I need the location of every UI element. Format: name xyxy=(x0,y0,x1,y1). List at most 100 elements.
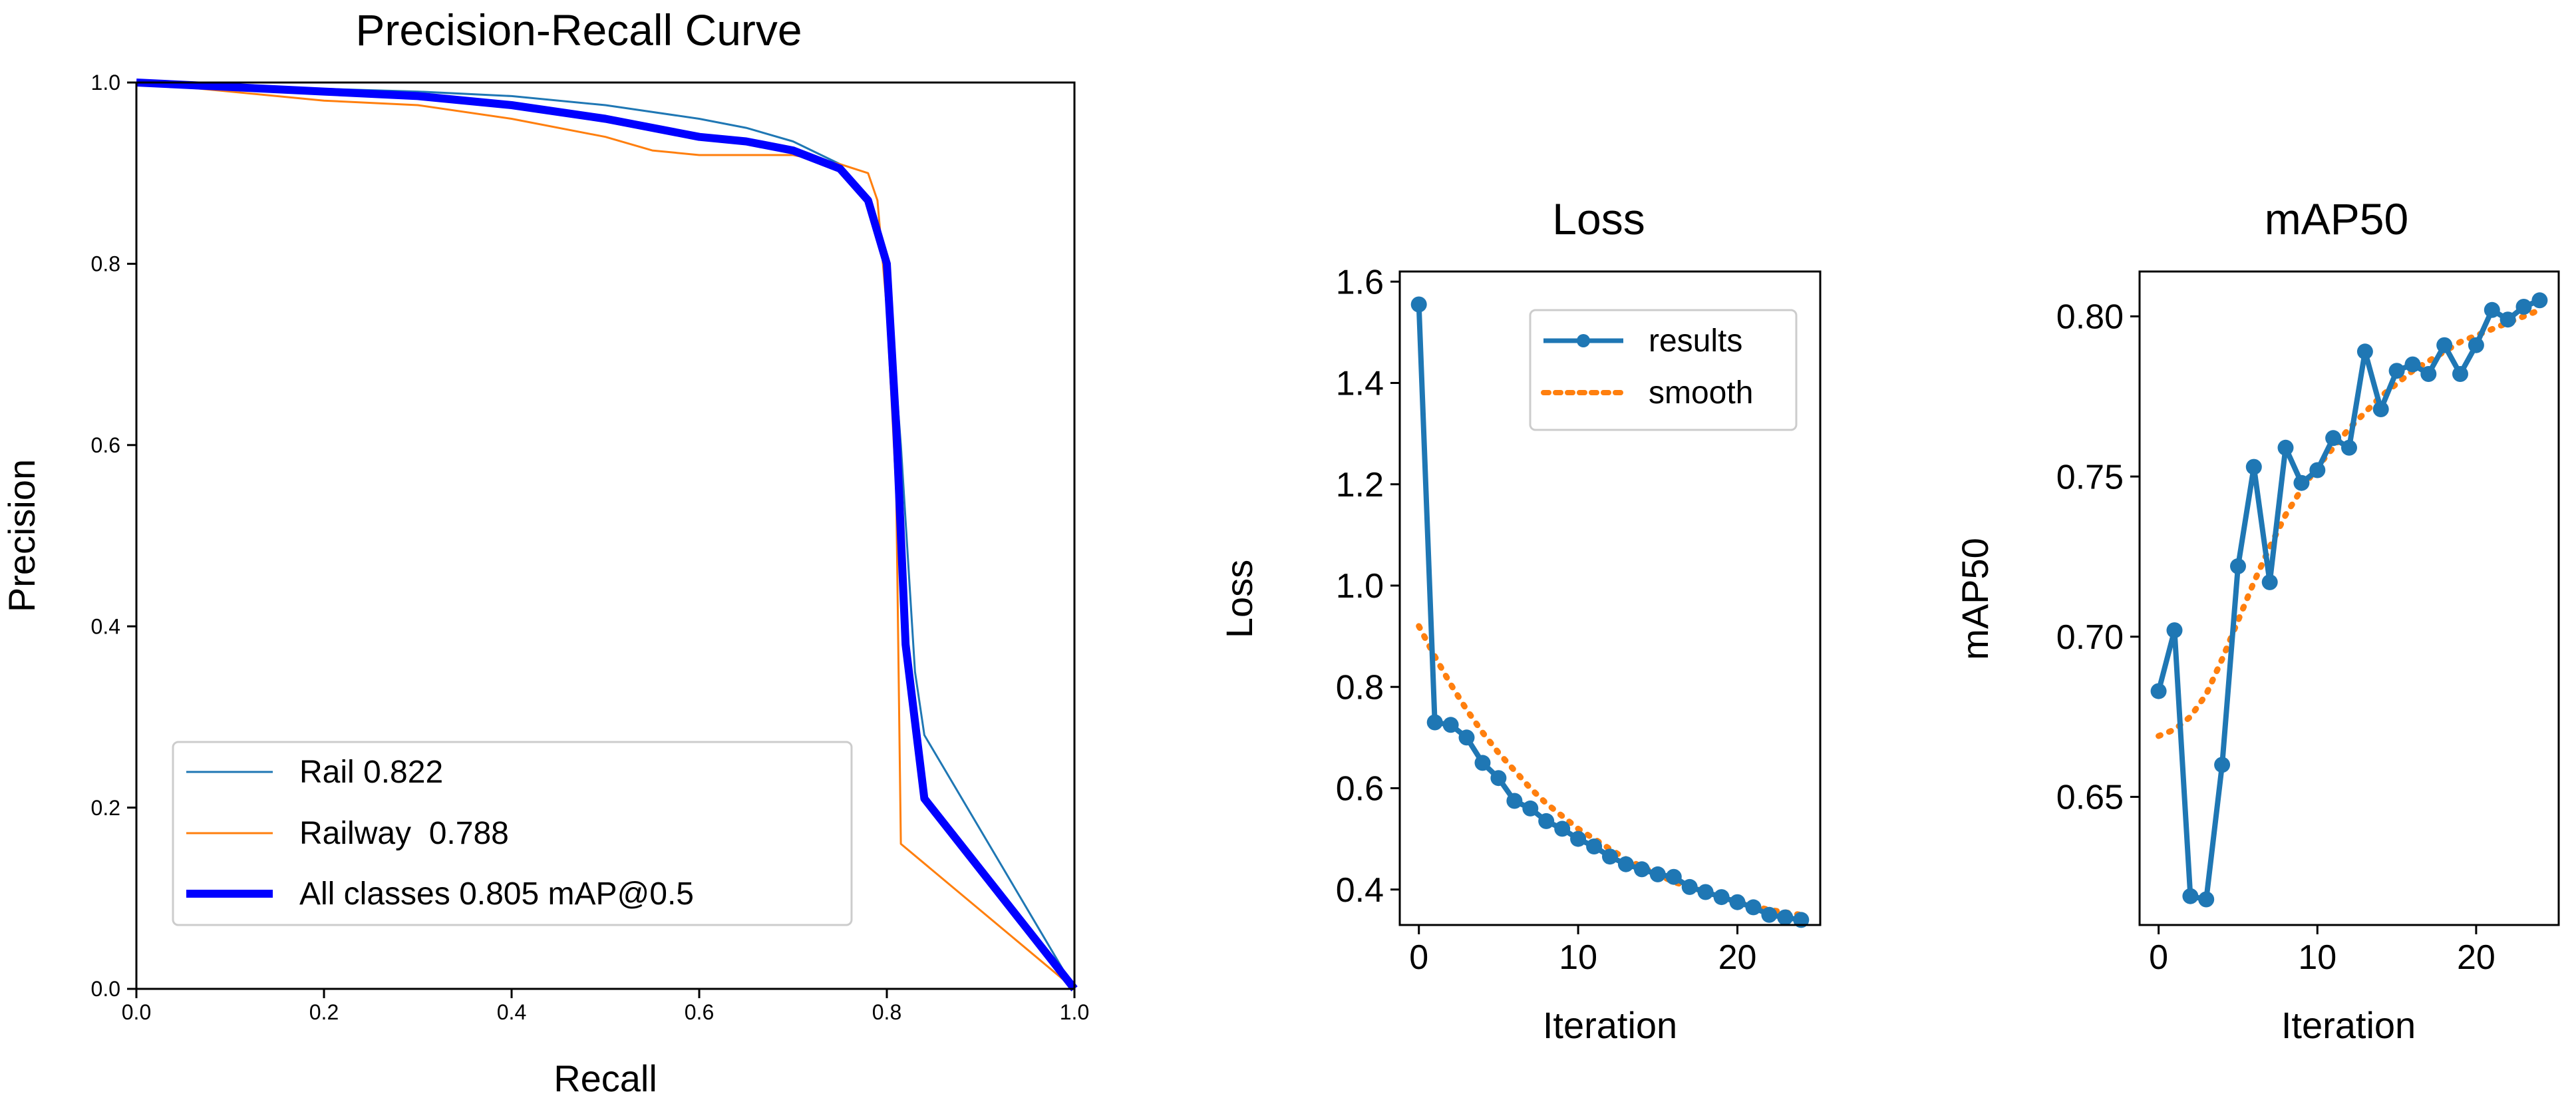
loss-results-point xyxy=(1474,755,1491,771)
loss-y-tick-label: 1.6 xyxy=(1336,263,1384,301)
pr-y-tick-label: 0.2 xyxy=(91,796,120,820)
pr-legend: Rail 0.822 Railway 0.788 All classes 0.8… xyxy=(172,741,853,926)
loss-results-point xyxy=(1777,909,1794,926)
map50-results-point xyxy=(2245,459,2262,475)
pr-y-axis: 0.0 0.2 0.4 0.6 0.8 1.0 xyxy=(91,71,136,1001)
map50-results-point xyxy=(2182,888,2199,904)
loss-y-tick-label: 0.4 xyxy=(1336,871,1384,910)
loss-y-axis: 0.4 0.6 0.8 1.0 1.2 1.4 1.6 xyxy=(1336,263,1400,910)
loss-results-point xyxy=(1665,868,1682,885)
loss-series-smooth xyxy=(1416,623,1804,918)
loss-results-point xyxy=(1426,714,1443,731)
map50-series-results xyxy=(2156,297,2541,902)
pr-x-tick-label: 0.4 xyxy=(497,1000,526,1024)
map50-results-point xyxy=(2452,366,2468,382)
map50-y-axis: 0.65 0.70 0.75 0.80 xyxy=(2056,298,2140,817)
map50-results-point xyxy=(2404,356,2421,373)
pr-y-tick-label: 0.0 xyxy=(91,977,120,1001)
map50-results-point xyxy=(2531,292,2548,309)
loss-y-tick-label: 0.8 xyxy=(1336,668,1384,707)
map50-results-point xyxy=(2515,299,2532,315)
pr-legend-label-all-classes: All classes 0.805 mAP@0.5 xyxy=(299,876,694,912)
loss-x-tick-label: 10 xyxy=(1559,938,1597,977)
pr-x-tick-label: 0.2 xyxy=(309,1000,339,1024)
loss-results-point xyxy=(1442,717,1459,733)
loss-results-point xyxy=(1410,296,1427,313)
loss-legend-label-results: results xyxy=(1649,323,1742,359)
loss-legend-marker-results xyxy=(1577,334,1590,347)
loss-results-point xyxy=(1681,878,1698,895)
map50-results-point xyxy=(2261,574,2278,590)
loss-results-point xyxy=(1761,906,1778,923)
loss-results-point xyxy=(1729,894,1746,910)
pr-chart-title: Precision-Recall Curve xyxy=(355,5,802,55)
map50-results-point xyxy=(2372,401,2389,417)
pr-y-tick-label: 0.8 xyxy=(91,252,120,276)
map50-results-point xyxy=(2341,439,2357,456)
loss-results-point xyxy=(1793,912,1810,928)
pr-x-tick-label: 0.6 xyxy=(685,1000,714,1024)
loss-legend: results smooth xyxy=(1529,309,1798,431)
map50-results-point xyxy=(2150,683,2167,699)
loss-chart-title: Loss xyxy=(1552,194,1645,244)
loss-y-tick-label: 0.6 xyxy=(1336,770,1384,809)
map50-results-point xyxy=(2420,366,2437,382)
loss-results-point xyxy=(1458,729,1475,746)
loss-results-point xyxy=(1538,813,1555,829)
pr-y-tick-label: 0.4 xyxy=(91,614,120,638)
loss-results-point xyxy=(1713,889,1730,906)
loss-x-axis-label: Iteration xyxy=(1543,1004,1677,1046)
loss-series-group xyxy=(1410,296,1810,928)
loss-x-axis: 0 10 20 xyxy=(1409,925,1756,977)
pr-x-axis: 0.0 0.2 0.4 0.6 0.8 1.0 xyxy=(122,989,1089,1024)
loss-results-point xyxy=(1745,899,1762,916)
pr-chart: Precision-Recall Curve 0.0 0.2 0.4 0.6 0.8 1.… xyxy=(1,5,1089,1099)
map50-results-point xyxy=(2468,337,2484,353)
map50-series-group xyxy=(2150,292,2548,908)
loss-x-tick-label: 20 xyxy=(1718,938,1757,977)
map50-results-point xyxy=(2436,337,2453,353)
pr-series-all-classes xyxy=(136,79,1078,992)
loss-results-point xyxy=(1570,830,1587,847)
loss-results-point xyxy=(1649,866,1666,882)
map50-x-tick-label: 0 xyxy=(2149,938,2168,977)
map50-results-point xyxy=(2277,439,2294,456)
map50-x-tick-label: 20 xyxy=(2457,938,2496,977)
loss-y-axis-label: Loss xyxy=(1218,560,1260,638)
pr-y-tick-label: 0.6 xyxy=(91,433,120,457)
loss-results-point xyxy=(1617,856,1634,872)
pr-x-tick-label: 0.8 xyxy=(872,1000,901,1024)
loss-results-point xyxy=(1586,838,1603,854)
map50-results-point xyxy=(2198,891,2215,908)
map50-results-point xyxy=(2499,311,2516,328)
loss-plot-frame xyxy=(1398,270,1822,926)
loss-chart: Loss 0 10 20 0.4 0.6 0.8 1.0 1.2 1.4 1.6 Iterati… xyxy=(1218,194,1822,1046)
map50-chart-title: mAP50 xyxy=(2265,194,2408,244)
loss-results-point xyxy=(1554,821,1571,837)
pr-x-tick-label: 0.0 xyxy=(122,1000,151,1024)
loss-x-tick-label: 0 xyxy=(1409,938,1428,977)
map50-results-point xyxy=(2309,462,2326,478)
pr-x-tick-label: 1.0 xyxy=(1060,1000,1089,1024)
map50-series-smooth xyxy=(2156,307,2543,739)
loss-results-point xyxy=(1602,848,1618,865)
map50-y-tick-label: 0.80 xyxy=(2056,298,2124,337)
map50-y-tick-label: 0.65 xyxy=(2056,779,2124,817)
pr-plot-frame xyxy=(135,81,1076,990)
map50-plot-frame xyxy=(2138,270,2560,926)
map50-x-tick-label: 10 xyxy=(2298,938,2336,977)
map50-results-point xyxy=(2166,622,2183,639)
loss-y-tick-label: 1.2 xyxy=(1336,466,1384,504)
loss-results-point xyxy=(1490,770,1507,787)
loss-y-tick-label: 1.4 xyxy=(1336,365,1384,403)
map50-results-point xyxy=(2214,757,2231,773)
map50-results-point xyxy=(2484,301,2500,318)
map50-chart: mAP50 0 10 20 0.65 0.70 0.75 0.80 Iteration m… xyxy=(1954,194,2560,1046)
map50-results-point xyxy=(2356,343,2373,360)
map50-results-point xyxy=(2293,474,2310,491)
pr-y-axis-label: Precision xyxy=(1,459,43,612)
map50-results-point xyxy=(2388,363,2405,379)
map50-y-tick-label: 0.70 xyxy=(2056,618,2124,657)
loss-legend-label-smooth: smooth xyxy=(1649,375,1753,411)
